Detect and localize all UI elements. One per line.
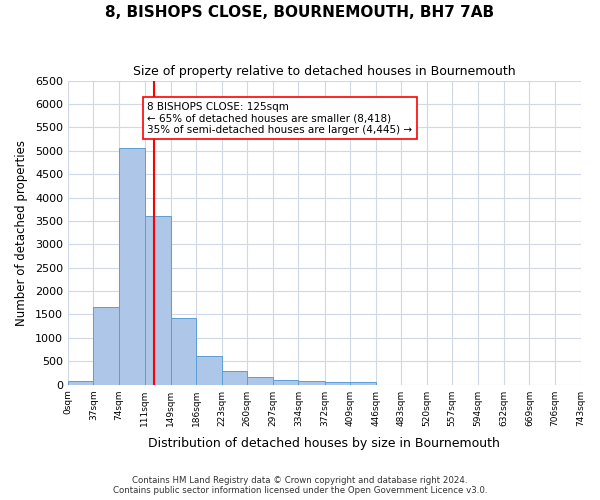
Bar — [222, 371, 247, 384]
Bar — [273, 380, 298, 384]
Text: Contains HM Land Registry data © Crown copyright and database right 2024.
Contai: Contains HM Land Registry data © Crown c… — [113, 476, 487, 495]
Bar — [171, 318, 196, 384]
Bar — [145, 216, 171, 384]
Bar — [247, 378, 273, 384]
Title: Size of property relative to detached houses in Bournemouth: Size of property relative to detached ho… — [133, 65, 515, 78]
X-axis label: Distribution of detached houses by size in Bournemouth: Distribution of detached houses by size … — [148, 437, 500, 450]
Text: 8, BISHOPS CLOSE, BOURNEMOUTH, BH7 7AB: 8, BISHOPS CLOSE, BOURNEMOUTH, BH7 7AB — [106, 5, 494, 20]
Bar — [94, 308, 119, 384]
Bar — [325, 382, 350, 384]
Bar — [350, 382, 376, 384]
Y-axis label: Number of detached properties: Number of detached properties — [15, 140, 28, 326]
Bar — [119, 148, 145, 384]
Bar — [196, 356, 222, 384]
Bar — [298, 380, 325, 384]
Bar — [68, 382, 94, 384]
Text: 8 BISHOPS CLOSE: 125sqm
← 65% of detached houses are smaller (8,418)
35% of semi: 8 BISHOPS CLOSE: 125sqm ← 65% of detache… — [147, 102, 412, 135]
